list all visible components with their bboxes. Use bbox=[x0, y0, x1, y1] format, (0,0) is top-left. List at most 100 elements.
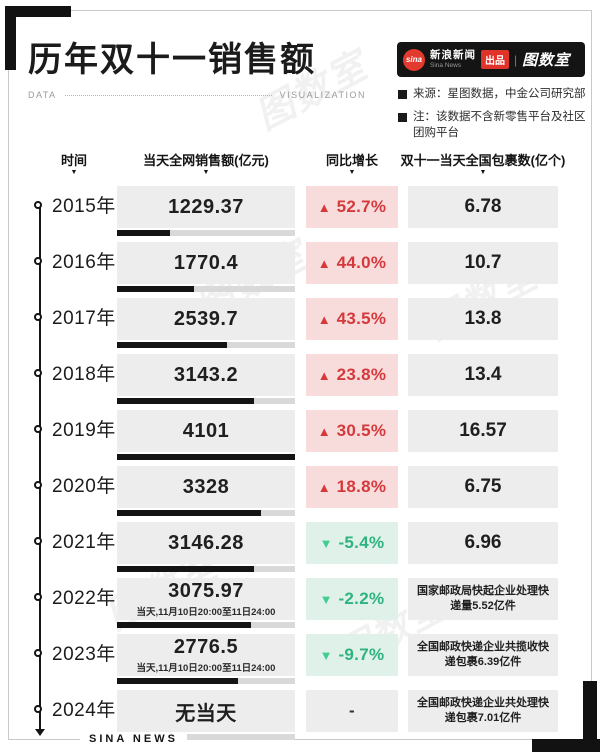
up-arrow-icon: ▲ bbox=[317, 479, 331, 495]
sales-cell: 3075.97 当天,11月10日20:00至11日24:00 bbox=[117, 578, 295, 620]
sales-cell: 1770.4 bbox=[117, 242, 295, 284]
sales-value: 3075.97 bbox=[168, 580, 244, 602]
sub-right-label: VISUALIZATION bbox=[279, 90, 366, 100]
timeline-dot bbox=[34, 481, 42, 489]
growth-cell: ▲ 18.8% bbox=[306, 466, 398, 508]
triangle-down-icon: ▼ bbox=[348, 169, 356, 176]
growth-value: 23.8% bbox=[336, 365, 387, 384]
growth-value: -2.2% bbox=[338, 589, 385, 608]
column-header-packages: 双十一当天全国包裹数(亿个) ▼ bbox=[383, 150, 583, 177]
note-text: 来源：星图数据，中金公司研究部 bbox=[413, 88, 586, 100]
note-text: 注：该数据不含新零售平台及社区团购平台 bbox=[413, 110, 586, 140]
growth-cell: ▲ 43.5% bbox=[306, 298, 398, 340]
sales-bar-fill bbox=[117, 286, 194, 292]
brand-names: 新浪新闻 Sina News bbox=[430, 50, 476, 69]
sales-bar-fill bbox=[117, 342, 228, 348]
sales-note: 当天,11月10日20:00至11日24:00 bbox=[136, 607, 276, 618]
sales-bar-fill bbox=[117, 622, 251, 628]
up-arrow-icon: ▲ bbox=[317, 199, 331, 215]
sales-bar-fill bbox=[117, 678, 239, 684]
packages-cell: 全国邮政快递企业共处理快递包裹7.01亿件 bbox=[408, 690, 558, 732]
note-source: 来源：星图数据，中金公司研究部 bbox=[398, 86, 586, 103]
table-row-2023: 2023年 2776.5 当天,11月10日20:00至11日24:00 ▼ -… bbox=[0, 634, 600, 686]
sales-bar-track bbox=[117, 734, 295, 740]
column-header-growth: 同比增长 ▼ bbox=[306, 150, 398, 177]
sales-cell: 3328 bbox=[117, 466, 295, 508]
corner-accent-bottom-right bbox=[583, 681, 597, 752]
timeline-dot bbox=[34, 201, 42, 209]
sales-value: 2539.7 bbox=[173, 307, 239, 330]
year-label: 2019年 bbox=[52, 420, 116, 441]
table-row-2015: 2015年 1229.37 ▲ 52.7% 6.78 bbox=[0, 186, 600, 238]
data-visualization-rule: DATA VISUALIZATION bbox=[28, 90, 366, 100]
packages-cell: 10.7 bbox=[408, 242, 558, 284]
timeline-axis bbox=[39, 207, 41, 731]
year-label: 2022年 bbox=[52, 588, 116, 609]
year-label: 2015年 bbox=[52, 196, 116, 217]
year-label: 2016年 bbox=[52, 252, 116, 273]
table-row-2017: 2017年 2539.7 ▲ 43.5% 13.8 bbox=[0, 298, 600, 350]
sales-bar-track bbox=[117, 510, 295, 516]
table-row-2024: 2024年 无当天 - 全国邮政快递企业共处理快递包裹7.01亿件 bbox=[0, 690, 600, 742]
year-label: 2023年 bbox=[52, 644, 116, 665]
sales-bar-track bbox=[117, 622, 295, 628]
square-bullet-icon bbox=[398, 90, 407, 99]
table-row-2020: 2020年 3328 ▲ 18.8% 6.75 bbox=[0, 466, 600, 518]
timeline-dot bbox=[34, 369, 42, 377]
down-arrow-icon: ▼ bbox=[319, 647, 333, 663]
timeline-dot bbox=[34, 705, 42, 713]
sales-value: 3143.2 bbox=[173, 363, 239, 386]
sales-note: 当天,11月10日20:00至11日24:00 bbox=[136, 663, 276, 674]
sales-bar-track bbox=[117, 286, 295, 292]
table-row-2016: 2016年 1770.4 ▲ 44.0% 10.7 bbox=[0, 242, 600, 294]
table-row-2022: 2022年 3075.97 当天,11月10日20:00至11日24:00 ▼ … bbox=[0, 578, 600, 630]
sales-value: 无当天 bbox=[175, 702, 237, 725]
sales-cell: 4101 bbox=[117, 410, 295, 452]
up-arrow-icon: ▲ bbox=[317, 423, 331, 439]
footer-brand-label: SINA NEWS bbox=[80, 733, 187, 745]
corner-accent-top-left bbox=[5, 6, 16, 70]
dotted-divider bbox=[64, 94, 272, 96]
page-title: 历年双十一销售额 bbox=[28, 41, 316, 79]
brand-bar: sina 新浪新闻 Sina News 出品 | 图数室 bbox=[397, 42, 585, 77]
sales-value: 3146.28 bbox=[168, 531, 244, 554]
packages-cell: 国家邮政局快起企业处理快递量5.52亿件 bbox=[408, 578, 558, 620]
growth-cell: ▲ 52.7% bbox=[306, 186, 398, 228]
growth-cell: ▼ -9.7% bbox=[306, 634, 398, 676]
timeline-dot bbox=[34, 537, 42, 545]
down-arrow-icon: ▼ bbox=[319, 535, 333, 551]
packages-cell: 6.78 bbox=[408, 186, 558, 228]
table-row-2019: 2019年 4101 ▲ 30.5% 16.57 bbox=[0, 410, 600, 462]
growth-value: 30.5% bbox=[336, 421, 387, 440]
tushushi-logo: 图数室 bbox=[522, 52, 571, 69]
sales-bar-fill bbox=[117, 510, 262, 516]
sales-bar-track bbox=[117, 678, 295, 684]
packages-cell: 全国邮政快递企业共揽收快递包裹6.39亿件 bbox=[408, 634, 558, 676]
down-arrow-icon: ▼ bbox=[319, 591, 333, 607]
growth-cell: ▲ 30.5% bbox=[306, 410, 398, 452]
sales-bar-fill bbox=[117, 566, 255, 572]
timeline-dot bbox=[34, 425, 42, 433]
growth-value: 44.0% bbox=[336, 253, 387, 272]
triangle-down-icon: ▼ bbox=[479, 169, 487, 176]
growth-value: - bbox=[349, 701, 355, 720]
packages-cell: 13.8 bbox=[408, 298, 558, 340]
sales-cell: 3146.28 bbox=[117, 522, 295, 564]
sales-cell: 3143.2 bbox=[117, 354, 295, 396]
sales-bar-fill bbox=[117, 454, 295, 460]
growth-value: 18.8% bbox=[336, 477, 387, 496]
square-bullet-icon bbox=[398, 112, 407, 122]
year-label: 2021年 bbox=[52, 532, 116, 553]
year-label: 2024年 bbox=[52, 700, 116, 721]
brand-name-cn: 新浪新闻 bbox=[430, 49, 476, 62]
growth-value: -9.7% bbox=[338, 645, 385, 664]
growth-value: -5.4% bbox=[338, 533, 385, 552]
triangle-down-icon: ▼ bbox=[70, 169, 78, 176]
timeline-dot bbox=[34, 257, 42, 265]
growth-value: 52.7% bbox=[336, 197, 387, 216]
sales-bar-track bbox=[117, 342, 295, 348]
sales-bar-track bbox=[117, 566, 295, 572]
year-label: 2020年 bbox=[52, 476, 116, 497]
corner-accent-top-left bbox=[5, 6, 71, 17]
